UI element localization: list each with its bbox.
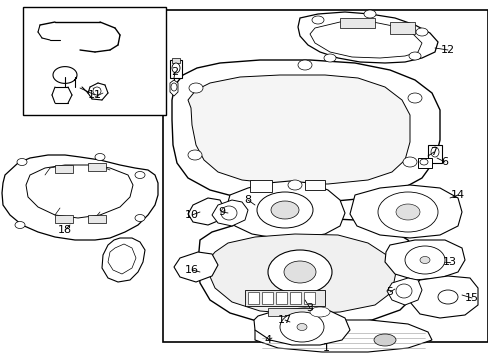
Ellipse shape <box>17 158 27 166</box>
Text: 10: 10 <box>184 210 199 220</box>
Polygon shape <box>309 21 421 58</box>
Text: 16: 16 <box>184 265 199 275</box>
Bar <box>88 215 106 223</box>
Polygon shape <box>187 75 409 184</box>
Ellipse shape <box>311 16 324 24</box>
Ellipse shape <box>93 87 101 95</box>
Polygon shape <box>409 276 477 318</box>
Text: 1: 1 <box>322 343 329 353</box>
Polygon shape <box>170 80 178 96</box>
Bar <box>389 22 414 34</box>
Ellipse shape <box>135 215 145 221</box>
Ellipse shape <box>270 201 298 219</box>
Polygon shape <box>172 60 439 202</box>
Ellipse shape <box>221 206 237 220</box>
Text: 3: 3 <box>306 303 313 313</box>
Bar <box>163 10 487 342</box>
Text: 7: 7 <box>429 147 437 157</box>
Text: 12: 12 <box>440 45 454 55</box>
Ellipse shape <box>404 246 444 274</box>
Polygon shape <box>227 181 345 238</box>
Text: 18: 18 <box>58 225 72 235</box>
Bar <box>55 165 73 173</box>
Ellipse shape <box>395 204 419 220</box>
Bar <box>170 60 182 78</box>
Ellipse shape <box>257 192 312 228</box>
Ellipse shape <box>297 60 311 70</box>
Bar <box>55 215 73 223</box>
Text: 15: 15 <box>464 293 478 303</box>
Polygon shape <box>384 240 464 280</box>
Bar <box>304 292 314 304</box>
Text: 14: 14 <box>450 190 464 200</box>
Ellipse shape <box>296 324 306 330</box>
Polygon shape <box>26 165 133 218</box>
Polygon shape <box>108 244 136 274</box>
Ellipse shape <box>189 83 203 93</box>
Ellipse shape <box>373 334 395 346</box>
Polygon shape <box>198 218 421 325</box>
Polygon shape <box>187 198 224 225</box>
Text: 2: 2 <box>171 67 178 77</box>
Ellipse shape <box>95 153 105 161</box>
Text: 9: 9 <box>218 207 225 217</box>
Polygon shape <box>207 234 395 314</box>
Text: 17: 17 <box>277 315 291 325</box>
Text: 4: 4 <box>264 335 271 345</box>
Ellipse shape <box>15 221 25 229</box>
Bar <box>262 292 272 304</box>
Ellipse shape <box>187 150 202 160</box>
Ellipse shape <box>395 284 411 298</box>
Ellipse shape <box>309 307 329 317</box>
Ellipse shape <box>171 83 177 91</box>
Polygon shape <box>253 308 349 345</box>
Polygon shape <box>2 155 158 240</box>
Bar <box>172 58 180 63</box>
Bar <box>275 292 286 304</box>
Bar <box>339 18 374 28</box>
Bar <box>427 145 441 163</box>
Polygon shape <box>254 320 431 352</box>
Ellipse shape <box>402 157 416 167</box>
Bar <box>305 180 325 190</box>
Ellipse shape <box>408 52 420 60</box>
Bar <box>244 290 325 306</box>
Bar <box>249 180 271 192</box>
Polygon shape <box>386 278 421 305</box>
Ellipse shape <box>284 261 315 283</box>
Ellipse shape <box>437 290 457 304</box>
Ellipse shape <box>172 63 180 73</box>
Bar <box>267 308 323 316</box>
Bar <box>23 7 165 115</box>
Ellipse shape <box>407 93 421 103</box>
Ellipse shape <box>419 256 429 264</box>
Ellipse shape <box>430 147 438 157</box>
Bar <box>289 292 301 304</box>
Text: 5: 5 <box>386 287 393 297</box>
Bar <box>88 163 106 171</box>
Ellipse shape <box>280 312 324 342</box>
Ellipse shape <box>135 171 145 179</box>
Ellipse shape <box>419 159 427 165</box>
Text: 13: 13 <box>442 257 456 267</box>
Bar <box>247 292 259 304</box>
Ellipse shape <box>324 54 335 62</box>
Text: 11: 11 <box>88 90 102 100</box>
Bar <box>417 158 431 168</box>
Polygon shape <box>174 252 218 282</box>
Ellipse shape <box>287 180 302 190</box>
Ellipse shape <box>415 28 427 36</box>
Polygon shape <box>212 200 247 226</box>
Polygon shape <box>297 12 437 63</box>
Text: 6: 6 <box>441 157 447 167</box>
Polygon shape <box>102 238 145 282</box>
Ellipse shape <box>267 250 331 294</box>
Text: 8: 8 <box>244 195 251 205</box>
Ellipse shape <box>377 192 437 232</box>
Ellipse shape <box>363 10 375 18</box>
Polygon shape <box>349 185 461 238</box>
